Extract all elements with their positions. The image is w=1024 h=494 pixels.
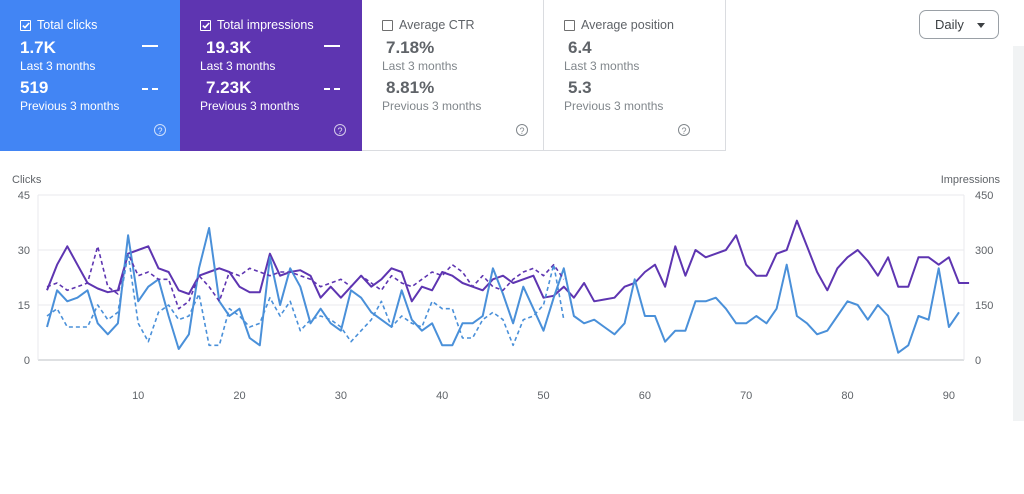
y-axis-right-label: Impressions [941, 174, 1001, 186]
granularity-label: Daily [935, 17, 964, 32]
solid-line-legend-icon [142, 45, 158, 47]
metric-current-period: Last 3 months [564, 59, 640, 73]
checkbox-checked-icon[interactable] [200, 19, 211, 31]
dropdown-caret-icon [977, 23, 985, 28]
y-tick-right-label: 450 [975, 190, 993, 202]
chart-series [46, 219, 970, 354]
metric-current-value: 7.18% [386, 38, 435, 57]
x-tick-label: 10 [132, 390, 144, 402]
metric-label: Total impressions [217, 18, 314, 32]
dashed-line-legend-icon [142, 88, 158, 90]
checkbox-unchecked-icon[interactable] [382, 19, 393, 31]
y-tick-right-label: 150 [975, 300, 993, 312]
y-ticks-left: 0 15 30 45 [18, 190, 30, 367]
x-tick-label: 40 [436, 390, 448, 402]
metric-previous-period: Previous 3 months [564, 99, 664, 113]
metric-current-value: 6.4 [568, 38, 592, 57]
help-icon[interactable]: ? [154, 124, 166, 136]
metric-label: Average CTR [399, 18, 475, 32]
granularity-dropdown[interactable]: Daily [919, 10, 999, 39]
y-tick-right-label: 300 [975, 245, 993, 257]
metric-current-period: Last 3 months [382, 59, 458, 73]
help-icon[interactable]: ? [678, 124, 690, 136]
y-axis-left-label: Clicks [12, 174, 42, 186]
metric-card-average-position[interactable]: Average position 6.4 Last 3 months 5.3 P… [544, 0, 726, 151]
y-tick-left-label: 30 [18, 245, 30, 257]
help-icon[interactable]: ? [334, 124, 346, 136]
x-tick-label: 20 [233, 390, 245, 402]
checkbox-checked-icon[interactable] [20, 19, 31, 31]
metric-current-period: Last 3 months [20, 59, 96, 73]
y-ticks-right: 0 150 300 450 [975, 190, 993, 367]
metric-previous-value: 7.23K [206, 78, 252, 97]
metric-label: Average position [581, 18, 674, 32]
metric-previous-value: 519 [20, 78, 49, 97]
x-tick-label: 60 [639, 390, 651, 402]
metric-current-value: 1.7K [20, 38, 56, 57]
chart-grid [37, 194, 965, 361]
y-tick-right-label: 0 [975, 355, 981, 367]
metric-previous-period: Previous 3 months [200, 99, 300, 113]
metric-previous-value: 5.3 [568, 78, 592, 97]
y-tick-left-label: 0 [24, 355, 30, 367]
checkbox-unchecked-icon[interactable] [564, 19, 575, 31]
dashed-line-legend-icon [324, 88, 340, 90]
series-line-impressions-previous [46, 245, 565, 310]
x-tick-label: 90 [943, 390, 955, 402]
x-tick-label: 70 [740, 390, 752, 402]
metric-label: Total clicks [37, 18, 98, 32]
x-ticks: 10 20 30 40 50 60 70 80 90 [132, 390, 955, 402]
scrollbar-track[interactable] [1013, 46, 1024, 421]
metric-current-value: 19.3K [206, 38, 252, 57]
x-tick-label: 30 [335, 390, 347, 402]
series-line-impressions [46, 219, 970, 303]
y-tick-left-label: 45 [18, 190, 30, 202]
series-line-clicks-previous [46, 252, 565, 347]
metric-current-period: Last 3 months [200, 59, 276, 73]
metric-title: Total clicks [20, 17, 180, 33]
solid-line-legend-icon [324, 45, 340, 47]
metric-card-average-ctr[interactable]: Average CTR 7.18% Last 3 months 8.81% Pr… [362, 0, 544, 151]
metric-previous-period: Previous 3 months [20, 99, 120, 113]
metric-previous-period: Previous 3 months [382, 99, 482, 113]
metric-title: Total impressions [200, 17, 362, 33]
x-tick-label: 80 [841, 390, 853, 402]
metric-previous-value: 8.81% [386, 78, 435, 97]
x-tick-label: 50 [537, 390, 549, 402]
metric-card-total-clicks[interactable]: Total clicks 1.7K Last 3 months 519 Prev… [0, 0, 180, 151]
y-tick-left-label: 15 [18, 300, 30, 312]
metric-title: Average CTR [382, 17, 543, 33]
help-icon[interactable]: ? [516, 124, 528, 136]
metric-card-total-impressions[interactable]: Total impressions 19.3K Last 3 months 7.… [180, 0, 362, 151]
performance-chart: Clicks Impressions 0 15 30 45 0 150 300 450 10… [12, 174, 1001, 402]
series-line-clicks [46, 227, 960, 354]
metric-cards: Total clicks 1.7K Last 3 months 519 Prev… [0, 0, 726, 151]
metric-title: Average position [564, 17, 725, 33]
